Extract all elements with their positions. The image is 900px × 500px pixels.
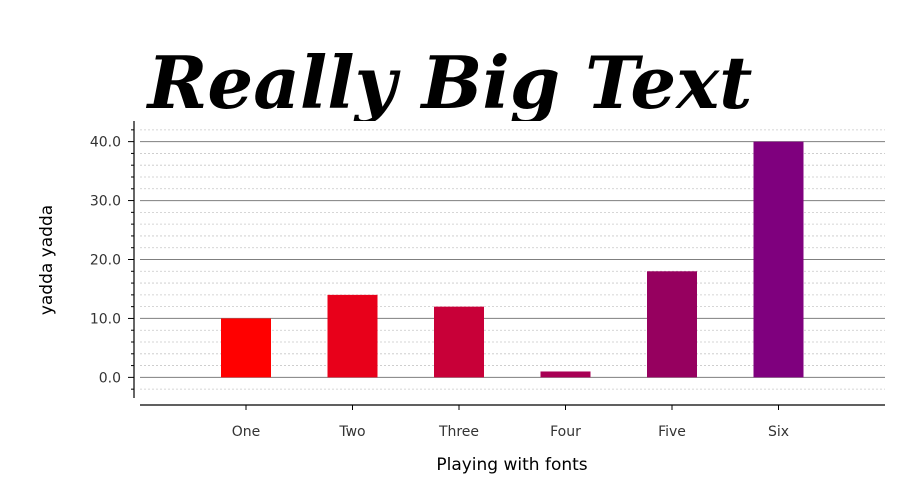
x-axis: One Two Three Four Five Six bbox=[140, 404, 885, 440]
bars bbox=[221, 141, 804, 378]
x-tick-label: One bbox=[232, 424, 261, 440]
x-ticks: One Two Three Four Five Six bbox=[232, 405, 789, 440]
bar-five bbox=[647, 271, 697, 378]
chart-title: Really Big Text bbox=[146, 40, 753, 125]
x-tick-label: Four bbox=[550, 424, 581, 440]
y-tick-label: 10.0 bbox=[90, 311, 121, 327]
y-tick-label: 30.0 bbox=[90, 194, 121, 210]
plot-area bbox=[140, 121, 885, 398]
bar-three bbox=[434, 306, 484, 378]
x-tick-label: Six bbox=[768, 424, 789, 440]
y-axis-title: yadda yadda bbox=[37, 205, 57, 315]
bar-six bbox=[753, 141, 804, 378]
bar-four bbox=[540, 371, 591, 378]
bar-two bbox=[327, 294, 378, 378]
x-tick-label: Five bbox=[658, 424, 686, 440]
x-tick-label: Three bbox=[438, 424, 479, 440]
bar-one bbox=[221, 318, 271, 378]
x-axis-title: Playing with fonts bbox=[436, 455, 587, 475]
y-tick-label: 20.0 bbox=[90, 253, 121, 269]
y-tick-label: 40.0 bbox=[90, 135, 121, 151]
x-tick-label: Two bbox=[338, 424, 365, 440]
y-axis: 0.0 10.0 20.0 30.0 40.0 bbox=[90, 121, 135, 398]
y-ticks: 0.0 10.0 20.0 30.0 40.0 bbox=[90, 129, 134, 390]
y-tick-label: 0.0 bbox=[99, 370, 121, 386]
